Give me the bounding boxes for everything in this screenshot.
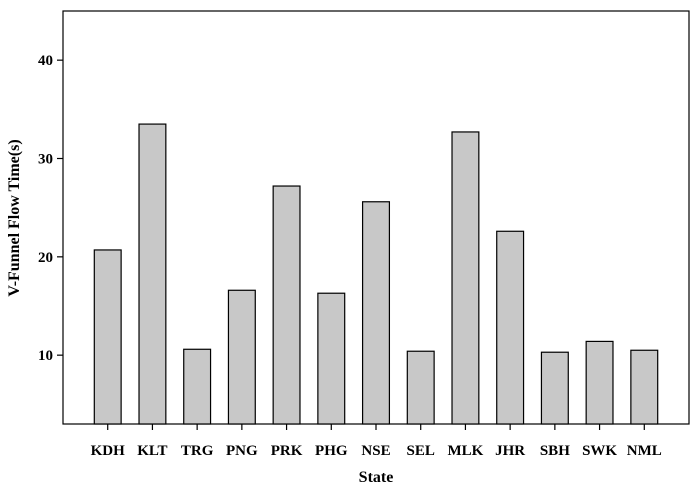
bar-kdh	[93, 249, 122, 425]
x-tick-label: JHR	[495, 443, 525, 459]
x-tick-label: PRK	[271, 443, 303, 459]
x-tick-label: KLT	[137, 443, 167, 459]
y-tick-label: 10	[38, 348, 53, 364]
bar-jhr	[496, 230, 525, 425]
bar-mlk	[451, 131, 480, 425]
bar-sbh	[540, 351, 569, 425]
x-tick-label: PNG	[226, 443, 258, 459]
y-tick-label: 30	[38, 152, 53, 168]
bar-sel	[406, 350, 435, 425]
bar-png	[227, 289, 256, 425]
x-axis-title: State	[359, 469, 394, 486]
x-tick-label: KDH	[91, 443, 126, 459]
bar-trg	[183, 348, 212, 425]
bar-prk	[272, 185, 301, 425]
bar-swk	[585, 340, 614, 425]
x-tick-label: NSE	[361, 443, 390, 459]
x-axis: KDH KLT TRG PNG PRK PHG NSE SEL MLK JHR SBH SWK NML	[91, 424, 662, 459]
bar-series	[93, 123, 659, 425]
y-tick-label: 40	[38, 53, 53, 69]
x-tick-label: SWK	[582, 443, 617, 459]
bar-phg	[317, 292, 346, 425]
x-tick-label: PHG	[315, 443, 348, 459]
x-tick-label: NML	[627, 443, 662, 459]
y-axis-title: V-Funnel Flow Time(s)	[6, 139, 23, 296]
bar-nml	[630, 349, 659, 425]
y-axis: 10 20 30 40	[38, 53, 63, 364]
bar-nse	[361, 201, 391, 425]
x-tick-label: MLK	[448, 443, 484, 459]
y-tick-label: 20	[38, 250, 53, 266]
x-tick-label: TRG	[181, 443, 214, 459]
x-tick-label: SEL	[407, 443, 435, 459]
bar-klt	[138, 123, 167, 425]
x-tick-label: SBH	[540, 443, 570, 459]
